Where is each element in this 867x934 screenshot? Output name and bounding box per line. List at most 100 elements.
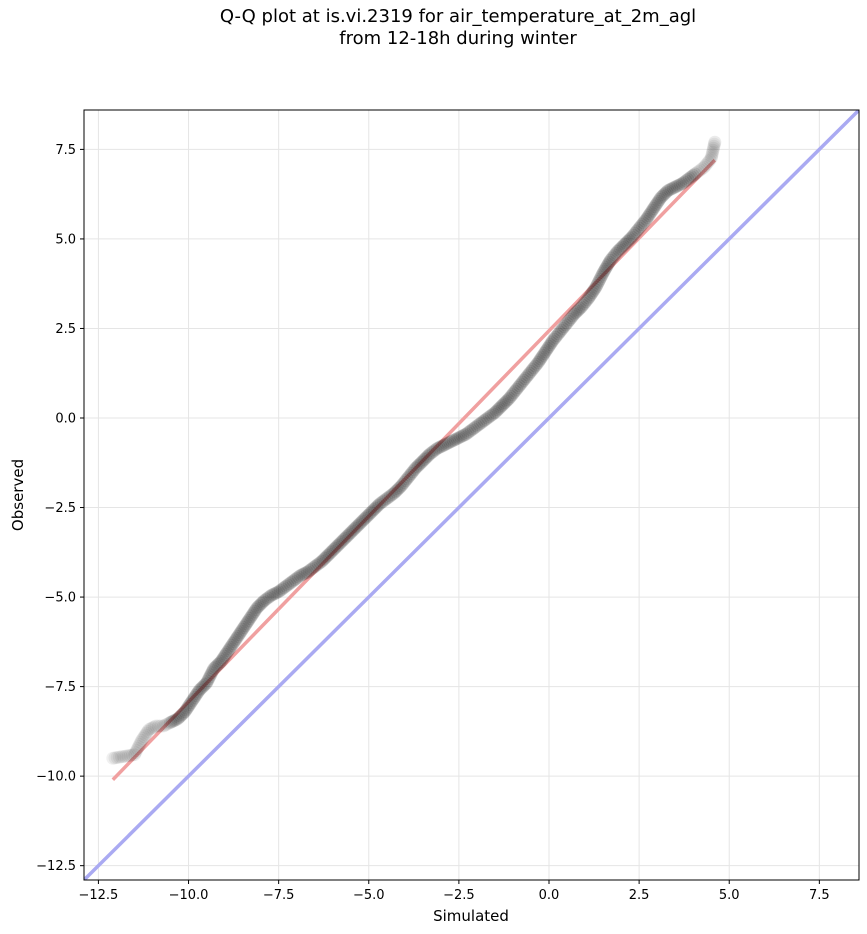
quantile-point <box>479 412 493 426</box>
quantile-point <box>261 591 275 605</box>
quantile-point <box>322 547 336 561</box>
quantile-point <box>245 608 259 622</box>
quantile-point <box>654 191 668 205</box>
quantile-point <box>220 646 234 660</box>
quantile-point <box>445 434 459 448</box>
quantile-point <box>329 540 343 554</box>
quantile-point <box>394 479 408 493</box>
quantile-point <box>642 209 656 223</box>
quantile-point <box>535 350 549 364</box>
quantile-point <box>215 653 229 667</box>
quantile-point <box>121 749 135 763</box>
quantile-point <box>563 313 577 327</box>
quantile-point <box>660 185 674 199</box>
quantile-point <box>284 575 298 589</box>
quantile-point <box>644 205 658 219</box>
quantile-point <box>484 408 498 422</box>
x-tick-label: −5.0 <box>353 888 385 903</box>
quantile-point <box>501 393 515 407</box>
quantile-point <box>590 278 604 292</box>
quantile-point <box>489 404 503 418</box>
quantile-point <box>272 585 286 599</box>
quantile-point <box>374 496 388 510</box>
quantile-point <box>160 717 174 731</box>
quantile-point <box>190 687 204 701</box>
quantile-point <box>542 339 556 353</box>
quantile-point <box>554 323 568 337</box>
quantile-point <box>580 293 594 307</box>
quantile-point <box>625 230 639 244</box>
quantile-point <box>361 508 375 522</box>
quantile-point <box>450 432 464 446</box>
quantile-point <box>200 676 214 690</box>
quantile-point <box>494 400 508 414</box>
quantile-point <box>222 642 236 656</box>
quantile-point <box>603 253 617 267</box>
quantile-point <box>425 445 439 459</box>
quantile-point <box>512 379 526 393</box>
quantile-point <box>225 638 239 652</box>
quantile-point <box>202 672 216 686</box>
quantile-point <box>325 544 339 558</box>
chart-title: Q-Q plot at is.vi.2319 for air_temperatu… <box>219 6 697 27</box>
quantile-point <box>279 579 293 593</box>
quantile-point <box>663 183 677 197</box>
x-tick-label: −7.5 <box>263 888 295 903</box>
quantile-point <box>219 647 233 661</box>
quantile-point <box>410 460 424 474</box>
quantile-point <box>457 428 471 442</box>
quantile-point <box>574 300 588 314</box>
quantile-point <box>192 683 206 697</box>
quantile-point <box>528 359 542 373</box>
quantile-point <box>169 713 183 727</box>
quantile-point <box>657 188 671 202</box>
quantile-point <box>439 437 453 451</box>
quantile-point <box>636 216 650 230</box>
quantile-point <box>345 524 359 538</box>
quantile-point <box>393 480 407 494</box>
quantile-point <box>585 286 599 300</box>
quantile-point <box>297 567 311 581</box>
quantile-point <box>248 604 262 618</box>
quantile-point <box>324 546 338 560</box>
quantile-point <box>557 320 571 334</box>
quantile-point <box>432 441 446 455</box>
quantile-point <box>264 588 278 602</box>
quantile-point <box>598 262 612 276</box>
quantile-point <box>514 377 528 391</box>
quantile-point <box>144 722 158 736</box>
quantile-point <box>599 261 613 275</box>
quantile-point <box>553 325 567 339</box>
quantile-point <box>376 494 390 508</box>
quantile-point <box>508 384 522 398</box>
quantile-point <box>342 527 356 541</box>
quantile-point <box>373 497 387 511</box>
x-axis-ticks: −12.5 −10.0 −7.5 −5.0 −2.5 0.0 2.5 5.0 7.5 <box>78 880 830 903</box>
quantile-point <box>452 431 466 445</box>
quantile-point <box>364 506 378 520</box>
quantile-point <box>693 163 707 177</box>
quantile-point <box>179 703 193 717</box>
quantile-point <box>561 314 575 328</box>
quantile-point <box>184 696 198 710</box>
quantile-point <box>628 227 642 241</box>
quantile-point <box>201 674 215 688</box>
quantile-point <box>567 307 581 321</box>
x-tick-label: 7.5 <box>809 888 830 903</box>
quantile-point <box>666 181 680 195</box>
quantile-point <box>226 637 240 651</box>
quantile-point <box>194 682 208 696</box>
quantile-point <box>378 493 392 507</box>
quantile-point <box>443 435 457 449</box>
quantile-point <box>602 255 616 269</box>
quantile-point <box>165 715 179 729</box>
quantile-point <box>208 660 222 674</box>
quantile-point <box>706 145 720 159</box>
quantile-point <box>465 423 478 437</box>
quantile-point <box>304 562 318 576</box>
quantile-point <box>251 599 265 613</box>
quantile-point <box>638 214 652 228</box>
quantile-point <box>147 720 161 734</box>
quantile-point <box>239 617 253 631</box>
